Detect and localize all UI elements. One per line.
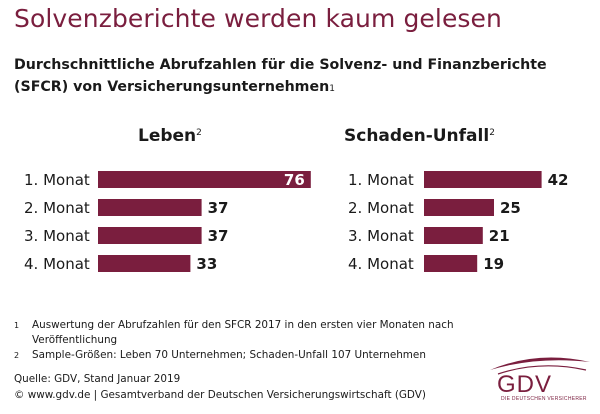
logo-subtext: DIE DEUTSCHEN VERSICHERER	[501, 396, 587, 402]
category-label-schaden-3: 3. Monat	[348, 227, 414, 245]
category-label-schaden-1: 1. Monat	[348, 171, 414, 189]
value-label-leben-4: 33	[196, 255, 217, 273]
gdv-logo-icon	[490, 357, 590, 375]
chart-title: Solvenzberichte werden kaum gelesen	[14, 4, 502, 33]
footnote-1-text: Auswertung der Abrufzahlen für den SFCR …	[32, 319, 454, 346]
footnote-1-mark: 1	[14, 321, 20, 330]
value-label-leben-3: 37	[208, 227, 229, 245]
bar-schaden-4	[424, 255, 478, 272]
bar-leben-3	[98, 227, 202, 244]
panel-title-leben-note: 2	[196, 128, 202, 138]
subtitle-footnote-mark: 1	[329, 84, 335, 94]
footnote-2: 2 Sample-Größen: Leben 70 Unternehmen; S…	[14, 348, 514, 363]
bar-leben-4	[98, 255, 191, 272]
panel-title-schaden-unfall: Schaden-Unfall2	[344, 126, 495, 146]
bar-schaden-2	[424, 199, 494, 216]
value-label-leben-1: 76	[284, 171, 305, 189]
value-label-leben-2: 37	[208, 199, 229, 217]
bar-leben-1	[98, 171, 311, 188]
category-label-leben-2: 2. Monat	[24, 199, 90, 217]
category-label-schaden-4: 4. Monat	[348, 255, 414, 273]
footnote-2-mark: 2	[14, 351, 20, 360]
source-text: Quelle: GDV, Stand Januar 2019	[14, 373, 181, 385]
panel-title-leben-text: Leben	[138, 126, 197, 146]
logo-text: GDV	[497, 371, 553, 398]
category-label-schaden-2: 2. Monat	[348, 199, 414, 217]
value-label-schaden-3: 21	[489, 227, 510, 245]
bar-schaden-1	[424, 171, 542, 188]
chart-subtitle: Durchschnittliche Abrufzahlen für die So…	[14, 54, 589, 98]
category-label-leben-1: 1. Monat	[24, 171, 90, 189]
category-label-leben-4: 4. Monat	[24, 255, 90, 273]
copyright-text: © www.gdv.de | Gesamtverband der Deutsch…	[14, 389, 426, 401]
panel-title-schaden-text: Schaden-Unfall	[344, 126, 490, 146]
value-label-schaden-1: 42	[548, 171, 569, 189]
subtitle-text: Durchschnittliche Abrufzahlen für die So…	[14, 57, 547, 95]
footnotes: 1 Auswertung der Abrufzahlen für den SFC…	[14, 318, 514, 363]
category-label-leben-3: 3. Monat	[24, 227, 90, 245]
value-label-schaden-4: 19	[483, 255, 504, 273]
bar-leben-2	[98, 199, 202, 216]
panel-title-leben: Leben2	[138, 126, 202, 146]
footnote-1: 1 Auswertung der Abrufzahlen für den SFC…	[14, 318, 514, 348]
bar-schaden-3	[424, 227, 483, 244]
value-label-schaden-2: 25	[500, 199, 521, 217]
footnote-2-text: Sample-Größen: Leben 70 Unternehmen; Sch…	[32, 349, 426, 361]
source-block: Quelle: GDV, Stand Januar 2019 © www.gdv…	[14, 371, 426, 403]
panel-title-schaden-note: 2	[489, 128, 495, 138]
